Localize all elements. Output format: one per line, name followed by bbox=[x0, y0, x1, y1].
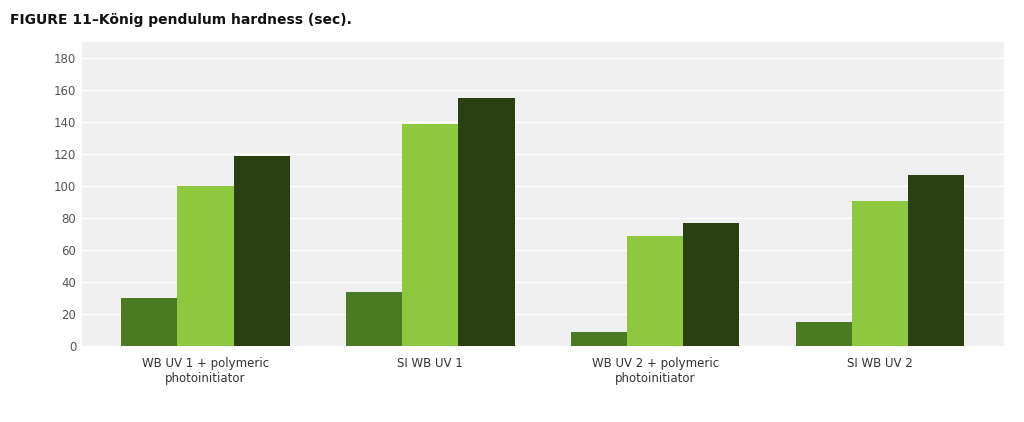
Bar bbox=[233, 156, 290, 346]
Bar bbox=[683, 223, 739, 346]
Bar bbox=[402, 124, 459, 346]
Bar bbox=[796, 322, 852, 346]
Bar bbox=[177, 186, 233, 346]
Bar bbox=[852, 200, 908, 346]
Bar bbox=[570, 332, 627, 346]
Bar bbox=[459, 98, 515, 346]
Bar bbox=[121, 298, 177, 346]
Bar bbox=[627, 236, 683, 346]
Bar bbox=[346, 292, 402, 346]
Bar bbox=[908, 175, 965, 346]
Text: FIGURE 11–König pendulum hardness (sec).: FIGURE 11–König pendulum hardness (sec). bbox=[10, 13, 352, 27]
